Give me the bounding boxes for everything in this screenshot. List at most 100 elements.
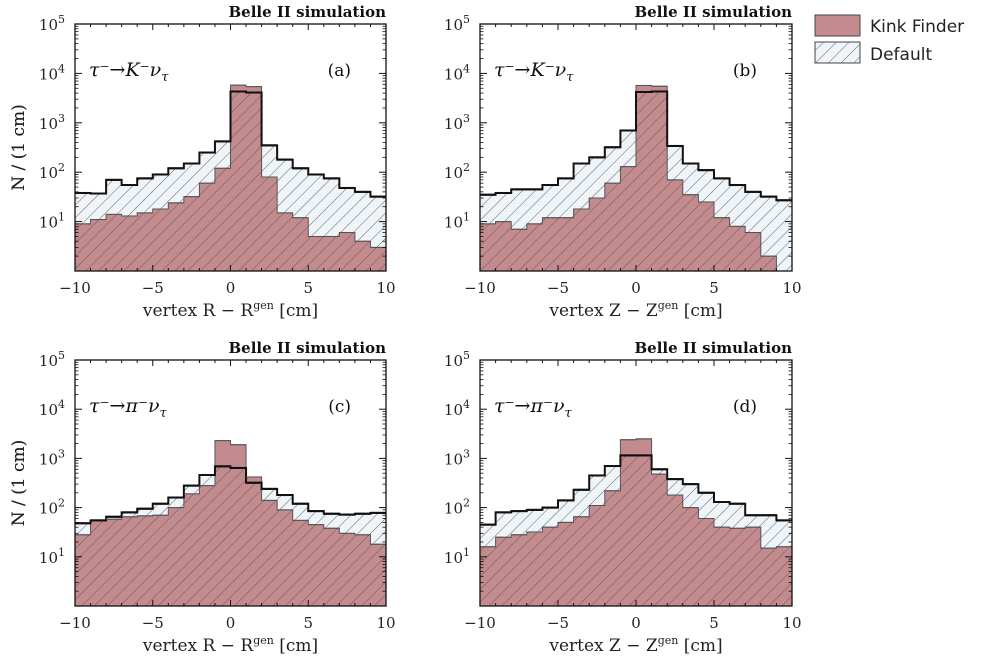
y-tick-base: 10 [39, 549, 58, 567]
y-tick-label: 103 [39, 447, 65, 468]
panel-tag: (b) [733, 61, 757, 81]
y-tick-exponent: 5 [58, 349, 65, 362]
decay-text: τ⁻→π⁻ν [494, 395, 565, 417]
panel-tag: (a) [328, 61, 351, 81]
y-tick-exponent: 4 [463, 62, 470, 75]
x-axis-label-sup: gen [253, 299, 274, 312]
y-tick-base: 10 [444, 352, 463, 370]
y-tick-exponent: 1 [463, 546, 470, 559]
x-axis-label: vertex Z − Zgen [cm] [548, 634, 722, 656]
decay-subscript: τ [160, 406, 168, 421]
x-tick-label: −10 [464, 614, 496, 632]
y-tick-label: 104 [444, 398, 470, 419]
x-axis-label-unit: [cm] [678, 301, 722, 321]
decay-text: τ⁻→K⁻ν [89, 59, 162, 81]
y-tick-label: 104 [39, 398, 65, 419]
x-tick-label: −5 [547, 614, 569, 632]
y-tick-exponent: 2 [58, 161, 65, 174]
decay-subscript: τ [566, 70, 574, 85]
decay-label: τ⁻→π⁻ντ [494, 395, 573, 421]
x-tick-label: 10 [782, 614, 801, 632]
legend-default-label: Default [870, 45, 932, 65]
x-tick-label: 10 [376, 614, 395, 632]
x-tick-label: 10 [782, 279, 801, 297]
y-axis-label: N / (1 cm) [9, 440, 29, 527]
y-tick-base: 10 [39, 115, 58, 133]
y-tick-base: 10 [444, 164, 463, 182]
y-tick-label: 104 [444, 62, 470, 83]
y-tick-base: 10 [39, 16, 58, 34]
y-tick-exponent: 5 [463, 349, 470, 362]
y-tick-exponent: 2 [58, 497, 65, 510]
y-axis-label: N / (1 cm) [9, 104, 29, 191]
y-tick-label: 105 [444, 13, 470, 34]
panel-tag: (d) [733, 397, 757, 417]
y-tick-base: 10 [444, 16, 463, 34]
x-tick-label: 5 [709, 614, 719, 632]
default-hist-hatch [480, 91, 792, 271]
y-axis-label: N / (1 cm) [9, 440, 29, 527]
default-hist-hatch [480, 455, 792, 606]
x-tick-label: −5 [142, 614, 164, 632]
x-tick-label: 5 [709, 279, 719, 297]
y-tick-exponent: 5 [58, 13, 65, 26]
x-tick-label: 0 [226, 279, 236, 297]
x-axis-label-unit: [cm] [274, 301, 318, 321]
decay-subscript: τ [565, 406, 573, 421]
x-tick-label: 5 [303, 279, 313, 297]
y-tick-label: 101 [444, 546, 470, 567]
y-tick-label: 105 [39, 349, 65, 370]
y-tick-base: 10 [39, 65, 58, 83]
y-tick-base: 10 [444, 214, 463, 232]
legend-kink-swatch [814, 14, 861, 37]
y-tick-label: 103 [444, 447, 470, 468]
y-tick-label: 104 [39, 62, 65, 83]
y-tick-label: 102 [39, 161, 65, 182]
y-tick-exponent: 4 [58, 398, 65, 411]
x-tick-label: 5 [303, 614, 313, 632]
y-tick-label: 101 [39, 211, 65, 232]
y-tick-exponent: 5 [463, 13, 470, 26]
x-tick-label: −10 [464, 279, 496, 297]
y-tick-exponent: 3 [463, 447, 470, 460]
x-tick-label: 10 [376, 279, 395, 297]
x-tick-label: −5 [142, 279, 164, 297]
y-tick-base: 10 [39, 401, 58, 419]
y-tick-base: 10 [444, 65, 463, 83]
x-axis-label: vertex R − Rgen [cm] [142, 299, 318, 321]
default-hist-hatch [75, 91, 386, 271]
y-tick-base: 10 [39, 164, 58, 182]
x-tick-label: −10 [59, 279, 91, 297]
x-axis-label-sup: gen [658, 299, 679, 312]
y-tick-exponent: 1 [58, 211, 65, 224]
x-axis-label: vertex R − Rgen [cm] [142, 634, 318, 656]
x-tick-label: 0 [226, 614, 236, 632]
y-tick-exponent: 2 [463, 497, 470, 510]
y-tick-label: 102 [444, 161, 470, 182]
simulation-banner: Belle II simulation [228, 3, 386, 21]
y-tick-exponent: 2 [463, 161, 470, 174]
y-tick-label: 103 [39, 112, 65, 133]
y-tick-exponent: 1 [58, 546, 65, 559]
legend-default-hatch [815, 42, 860, 63]
decay-text: τ⁻→π⁻ν [89, 395, 160, 417]
decay-label: τ⁻→K⁻ντ [89, 59, 169, 85]
simulation-banner: Belle II simulation [228, 339, 386, 357]
x-axis-label-main: vertex Z − Z [548, 636, 658, 656]
x-axis-label-main: vertex R − R [142, 301, 255, 321]
y-tick-base: 10 [39, 500, 58, 518]
y-tick-label: 105 [39, 13, 65, 34]
y-tick-exponent: 4 [58, 62, 65, 75]
x-tick-label: 0 [631, 279, 641, 297]
x-axis-label-main: vertex R − R [142, 636, 255, 656]
x-axis-label-unit: [cm] [274, 636, 318, 656]
legend: Kink Finder Default [814, 14, 964, 65]
decay-label: τ⁻→π⁻ντ [89, 395, 168, 421]
panel-tag: (c) [328, 397, 351, 417]
